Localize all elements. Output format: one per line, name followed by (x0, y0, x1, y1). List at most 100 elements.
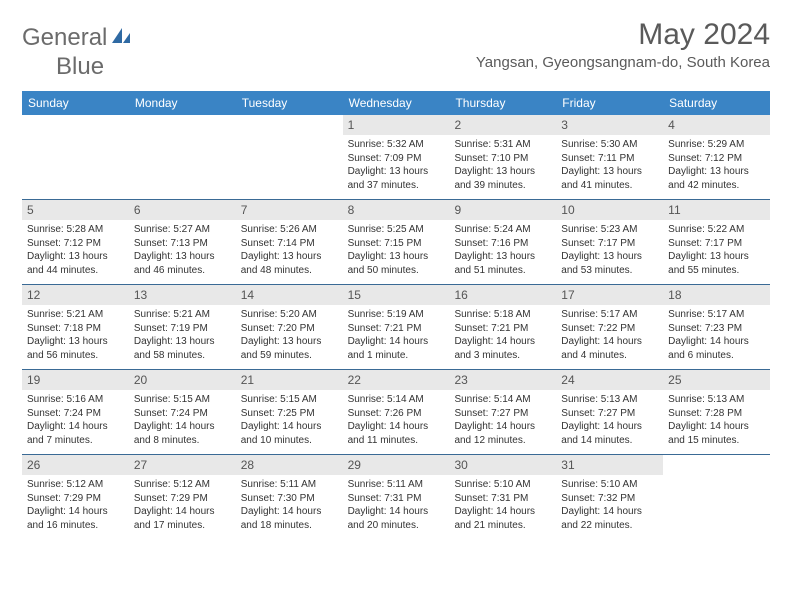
daylight-line: Daylight: 14 hours and 17 minutes. (134, 505, 231, 532)
day-content: Sunrise: 5:10 AMSunset: 7:32 PMDaylight:… (556, 475, 663, 537)
sunset-line: Sunset: 7:21 PM (348, 322, 445, 336)
week-row: 12Sunrise: 5:21 AMSunset: 7:18 PMDayligh… (22, 285, 770, 370)
sunset-line: Sunset: 7:26 PM (348, 407, 445, 421)
sunset-line: Sunset: 7:30 PM (241, 492, 338, 506)
sunrise-line: Sunrise: 5:31 AM (454, 138, 551, 152)
sunset-line: Sunset: 7:11 PM (561, 152, 658, 166)
day-cell: 2Sunrise: 5:31 AMSunset: 7:10 PMDaylight… (449, 115, 556, 199)
day-content: Sunrise: 5:14 AMSunset: 7:26 PMDaylight:… (343, 390, 450, 452)
sunrise-line: Sunrise: 5:21 AM (134, 308, 231, 322)
day-header: Saturday (663, 91, 770, 115)
day-cell: 3Sunrise: 5:30 AMSunset: 7:11 PMDaylight… (556, 115, 663, 199)
day-cell: 25Sunrise: 5:13 AMSunset: 7:28 PMDayligh… (663, 370, 770, 454)
sunset-line: Sunset: 7:31 PM (454, 492, 551, 506)
day-cell: 7Sunrise: 5:26 AMSunset: 7:14 PMDaylight… (236, 200, 343, 284)
day-content: Sunrise: 5:13 AMSunset: 7:27 PMDaylight:… (556, 390, 663, 452)
day-cell: 20Sunrise: 5:15 AMSunset: 7:24 PMDayligh… (129, 370, 236, 454)
day-content: Sunrise: 5:14 AMSunset: 7:27 PMDaylight:… (449, 390, 556, 452)
daylight-line: Daylight: 14 hours and 22 minutes. (561, 505, 658, 532)
day-number: 19 (22, 370, 129, 390)
day-cell: 28Sunrise: 5:11 AMSunset: 7:30 PMDayligh… (236, 455, 343, 539)
day-content: Sunrise: 5:24 AMSunset: 7:16 PMDaylight:… (449, 220, 556, 282)
sunrise-line: Sunrise: 5:21 AM (27, 308, 124, 322)
day-cell: 26Sunrise: 5:12 AMSunset: 7:29 PMDayligh… (22, 455, 129, 539)
sunrise-line: Sunrise: 5:32 AM (348, 138, 445, 152)
day-number: 28 (236, 455, 343, 475)
empty-cell (22, 115, 129, 199)
sunrise-line: Sunrise: 5:24 AM (454, 223, 551, 237)
sunset-line: Sunset: 7:22 PM (561, 322, 658, 336)
day-number: 2 (449, 115, 556, 135)
sunset-line: Sunset: 7:31 PM (348, 492, 445, 506)
daylight-line: Daylight: 13 hours and 37 minutes. (348, 165, 445, 192)
day-content: Sunrise: 5:10 AMSunset: 7:31 PMDaylight:… (449, 475, 556, 537)
day-cell: 16Sunrise: 5:18 AMSunset: 7:21 PMDayligh… (449, 285, 556, 369)
sunset-line: Sunset: 7:10 PM (454, 152, 551, 166)
day-number: 15 (343, 285, 450, 305)
sunrise-line: Sunrise: 5:17 AM (668, 308, 765, 322)
calendar: SundayMondayTuesdayWednesdayThursdayFrid… (22, 91, 770, 539)
sunrise-line: Sunrise: 5:11 AM (241, 478, 338, 492)
daylight-line: Daylight: 14 hours and 14 minutes. (561, 420, 658, 447)
day-content: Sunrise: 5:26 AMSunset: 7:14 PMDaylight:… (236, 220, 343, 282)
daylight-line: Daylight: 13 hours and 56 minutes. (27, 335, 124, 362)
day-cell: 13Sunrise: 5:21 AMSunset: 7:19 PMDayligh… (129, 285, 236, 369)
day-cell: 23Sunrise: 5:14 AMSunset: 7:27 PMDayligh… (449, 370, 556, 454)
sunrise-line: Sunrise: 5:14 AM (454, 393, 551, 407)
sunrise-line: Sunrise: 5:28 AM (27, 223, 124, 237)
daylight-line: Daylight: 14 hours and 8 minutes. (134, 420, 231, 447)
sunrise-line: Sunrise: 5:25 AM (348, 223, 445, 237)
day-content: Sunrise: 5:22 AMSunset: 7:17 PMDaylight:… (663, 220, 770, 282)
day-content: Sunrise: 5:21 AMSunset: 7:18 PMDaylight:… (22, 305, 129, 367)
daylight-line: Daylight: 14 hours and 20 minutes. (348, 505, 445, 532)
day-cell: 6Sunrise: 5:27 AMSunset: 7:13 PMDaylight… (129, 200, 236, 284)
daylight-line: Daylight: 14 hours and 1 minute. (348, 335, 445, 362)
daylight-line: Daylight: 14 hours and 3 minutes. (454, 335, 551, 362)
day-cell: 10Sunrise: 5:23 AMSunset: 7:17 PMDayligh… (556, 200, 663, 284)
day-content: Sunrise: 5:23 AMSunset: 7:17 PMDaylight:… (556, 220, 663, 282)
sunset-line: Sunset: 7:32 PM (561, 492, 658, 506)
daylight-line: Daylight: 14 hours and 7 minutes. (27, 420, 124, 447)
day-number: 23 (449, 370, 556, 390)
sunrise-line: Sunrise: 5:30 AM (561, 138, 658, 152)
sunset-line: Sunset: 7:16 PM (454, 237, 551, 251)
sunrise-line: Sunrise: 5:23 AM (561, 223, 658, 237)
day-number: 29 (343, 455, 450, 475)
sunrise-line: Sunrise: 5:11 AM (348, 478, 445, 492)
sunset-line: Sunset: 7:09 PM (348, 152, 445, 166)
empty-cell (663, 455, 770, 539)
daylight-line: Daylight: 13 hours and 50 minutes. (348, 250, 445, 277)
day-content: Sunrise: 5:12 AMSunset: 7:29 PMDaylight:… (22, 475, 129, 537)
daylight-line: Daylight: 13 hours and 58 minutes. (134, 335, 231, 362)
calendar-page: General May 2024 Yangsan, Gyeongsangnam-… (0, 0, 792, 557)
sunset-line: Sunset: 7:13 PM (134, 237, 231, 251)
day-content: Sunrise: 5:15 AMSunset: 7:25 PMDaylight:… (236, 390, 343, 452)
daylight-line: Daylight: 13 hours and 55 minutes. (668, 250, 765, 277)
sunset-line: Sunset: 7:21 PM (454, 322, 551, 336)
day-cell: 5Sunrise: 5:28 AMSunset: 7:12 PMDaylight… (22, 200, 129, 284)
sunrise-line: Sunrise: 5:10 AM (454, 478, 551, 492)
day-cell: 24Sunrise: 5:13 AMSunset: 7:27 PMDayligh… (556, 370, 663, 454)
day-header: Monday (129, 91, 236, 115)
day-content: Sunrise: 5:17 AMSunset: 7:22 PMDaylight:… (556, 305, 663, 367)
day-header: Wednesday (343, 91, 450, 115)
week-row: 19Sunrise: 5:16 AMSunset: 7:24 PMDayligh… (22, 370, 770, 455)
sunrise-line: Sunrise: 5:17 AM (561, 308, 658, 322)
day-cell: 8Sunrise: 5:25 AMSunset: 7:15 PMDaylight… (343, 200, 450, 284)
day-number: 18 (663, 285, 770, 305)
daylight-line: Daylight: 13 hours and 41 minutes. (561, 165, 658, 192)
sunrise-line: Sunrise: 5:10 AM (561, 478, 658, 492)
sunset-line: Sunset: 7:12 PM (27, 237, 124, 251)
sunset-line: Sunset: 7:29 PM (134, 492, 231, 506)
day-number: 1 (343, 115, 450, 135)
day-number: 22 (343, 370, 450, 390)
location: Yangsan, Gyeongsangnam-do, South Korea (476, 54, 770, 71)
day-number: 13 (129, 285, 236, 305)
sunset-line: Sunset: 7:14 PM (241, 237, 338, 251)
sunrise-line: Sunrise: 5:16 AM (27, 393, 124, 407)
day-content: Sunrise: 5:18 AMSunset: 7:21 PMDaylight:… (449, 305, 556, 367)
empty-cell (236, 115, 343, 199)
sunset-line: Sunset: 7:24 PM (27, 407, 124, 421)
day-cell: 4Sunrise: 5:29 AMSunset: 7:12 PMDaylight… (663, 115, 770, 199)
daylight-line: Daylight: 14 hours and 21 minutes. (454, 505, 551, 532)
